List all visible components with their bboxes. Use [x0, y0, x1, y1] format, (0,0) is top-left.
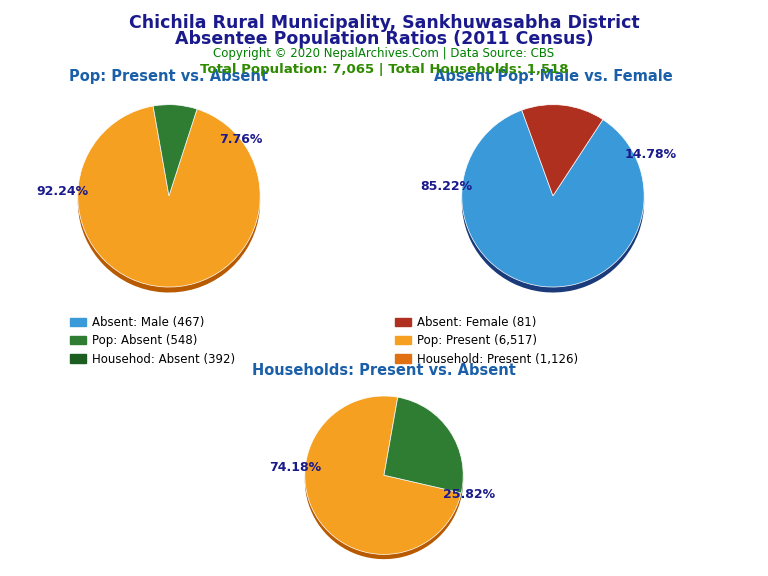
Wedge shape	[78, 112, 260, 293]
Text: 74.18%: 74.18%	[269, 461, 321, 474]
Wedge shape	[521, 110, 603, 202]
Text: 25.82%: 25.82%	[443, 488, 495, 502]
Wedge shape	[305, 396, 462, 554]
Text: Chichila Rural Municipality, Sankhuwasabha District: Chichila Rural Municipality, Sankhuwasab…	[129, 14, 639, 32]
Wedge shape	[78, 106, 260, 287]
Wedge shape	[384, 402, 463, 498]
Text: Absentee Population Ratios (2011 Census): Absentee Population Ratios (2011 Census)	[174, 30, 594, 48]
Wedge shape	[521, 105, 603, 196]
Title: Pop: Present vs. Absent: Pop: Present vs. Absent	[69, 69, 269, 84]
Legend: Absent: Female (81), Pop: Present (6,517), Household: Present (1,126): Absent: Female (81), Pop: Present (6,517…	[390, 311, 583, 370]
Text: 92.24%: 92.24%	[37, 185, 89, 198]
Wedge shape	[153, 110, 197, 202]
Title: Households: Present vs. Absent: Households: Present vs. Absent	[252, 363, 516, 378]
Text: Total Population: 7,065 | Total Households: 1,518: Total Population: 7,065 | Total Househol…	[200, 63, 568, 77]
Text: 85.22%: 85.22%	[421, 180, 473, 193]
Wedge shape	[153, 105, 197, 196]
Title: Absent Pop: Male vs. Female: Absent Pop: Male vs. Female	[434, 69, 672, 84]
Text: Copyright © 2020 NepalArchives.Com | Data Source: CBS: Copyright © 2020 NepalArchives.Com | Dat…	[214, 47, 554, 60]
Wedge shape	[462, 116, 644, 293]
Wedge shape	[384, 397, 463, 493]
Text: 14.78%: 14.78%	[624, 148, 676, 161]
Wedge shape	[305, 401, 462, 559]
Wedge shape	[462, 110, 644, 287]
Text: 7.76%: 7.76%	[219, 133, 263, 146]
